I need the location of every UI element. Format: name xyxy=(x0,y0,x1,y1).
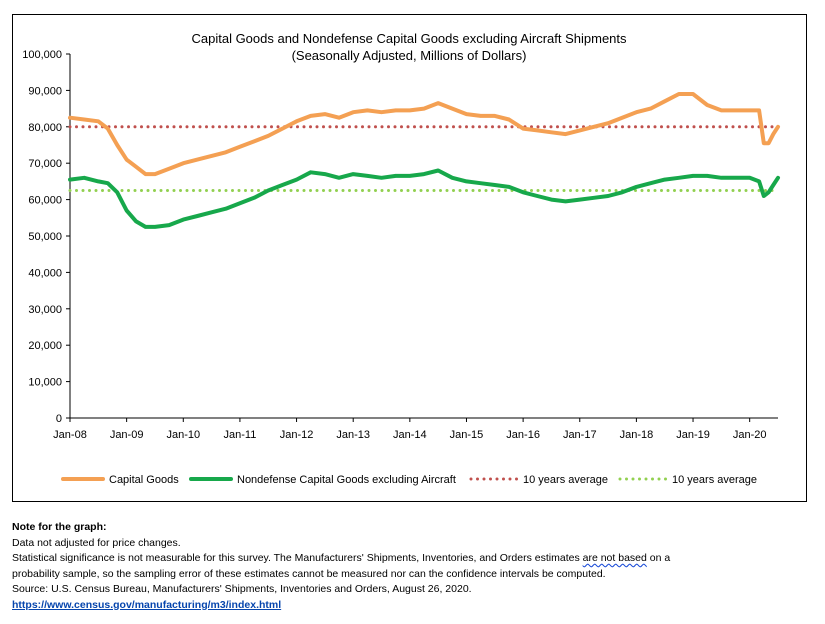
notes-block: Note for the graph: Data not adjusted fo… xyxy=(12,520,812,613)
x-tick-label: Jan-15 xyxy=(450,429,484,441)
legend-label: Nondefense Capital Goods excluding Aircr… xyxy=(237,474,456,486)
y-tick-label: 0 xyxy=(56,413,62,425)
y-tick-label: 40,000 xyxy=(28,267,62,279)
census-link[interactable]: https://www.census.gov/manufacturing/m3/… xyxy=(12,598,282,611)
y-tick-label: 80,000 xyxy=(28,122,62,134)
chart-title: Capital Goods and Nondefense Capital Goo… xyxy=(191,31,627,46)
series-line-1 xyxy=(68,168,780,229)
series-line-0 xyxy=(68,92,780,177)
legend-label: 10 years average xyxy=(523,474,608,486)
x-tick-label: Jan-08 xyxy=(53,429,87,441)
chart-subtitle: (Seasonally Adjusted, Millions of Dollar… xyxy=(292,48,527,63)
notes-source: Source: U.S. Census Bureau, Manufacturer… xyxy=(12,583,472,595)
legend-label: Capital Goods xyxy=(109,474,179,486)
x-tick-label: Jan-14 xyxy=(393,429,427,441)
y-tick-label: 70,000 xyxy=(28,158,62,170)
y-tick-label: 90,000 xyxy=(28,85,62,97)
axes: 0 10,000 20,000 30,000 40,000 50,000 60,000 70,… xyxy=(22,49,778,441)
x-tick-label: Jan-18 xyxy=(620,429,654,441)
notes-line-significance: Statistical significance is not measurab… xyxy=(12,551,812,567)
y-tick-label: 60,000 xyxy=(28,195,62,207)
notes-line-significance-a: Statistical significance is not measurab… xyxy=(12,552,583,564)
x-tick-label: Jan-17 xyxy=(563,429,597,441)
x-tick-label: Jan-12 xyxy=(280,429,314,441)
y-tick-label: 20,000 xyxy=(28,340,62,352)
x-tick-label: Jan-13 xyxy=(336,429,370,441)
spellcheck-underlined-text: are not based xyxy=(582,552,647,564)
notes-heading: Note for the graph: xyxy=(12,521,107,533)
x-tick-label: Jan-16 xyxy=(506,429,540,441)
y-tick-label: 50,000 xyxy=(28,231,62,243)
y-tick-label: 100,000 xyxy=(22,49,62,61)
notes-line-price: Data not adjusted for price changes. xyxy=(12,536,181,549)
chart-frame: Capital Goods and Nondefense Capital Goo… xyxy=(12,14,807,502)
series-layer xyxy=(68,92,780,229)
x-tick-label: Jan-11 xyxy=(224,429,257,441)
y-tick-label: 30,000 xyxy=(28,304,62,316)
notes-line-probability: probability sample, so the sampling erro… xyxy=(12,567,606,580)
x-tick-label: Jan-10 xyxy=(166,429,200,441)
line-chart: Capital Goods and Nondefense Capital Goo… xyxy=(22,31,780,486)
x-tick-label: Jan-19 xyxy=(676,429,710,441)
y-tick-label: 10,000 xyxy=(28,377,62,389)
x-tick-label: Jan-20 xyxy=(733,429,767,441)
x-tick-label: Jan-09 xyxy=(110,429,144,441)
legend-label: 10 years average xyxy=(672,474,757,486)
notes-line-significance-b: on a xyxy=(646,552,671,564)
legend: Capital Goods Nondefense Capital Goods ex… xyxy=(61,474,757,486)
